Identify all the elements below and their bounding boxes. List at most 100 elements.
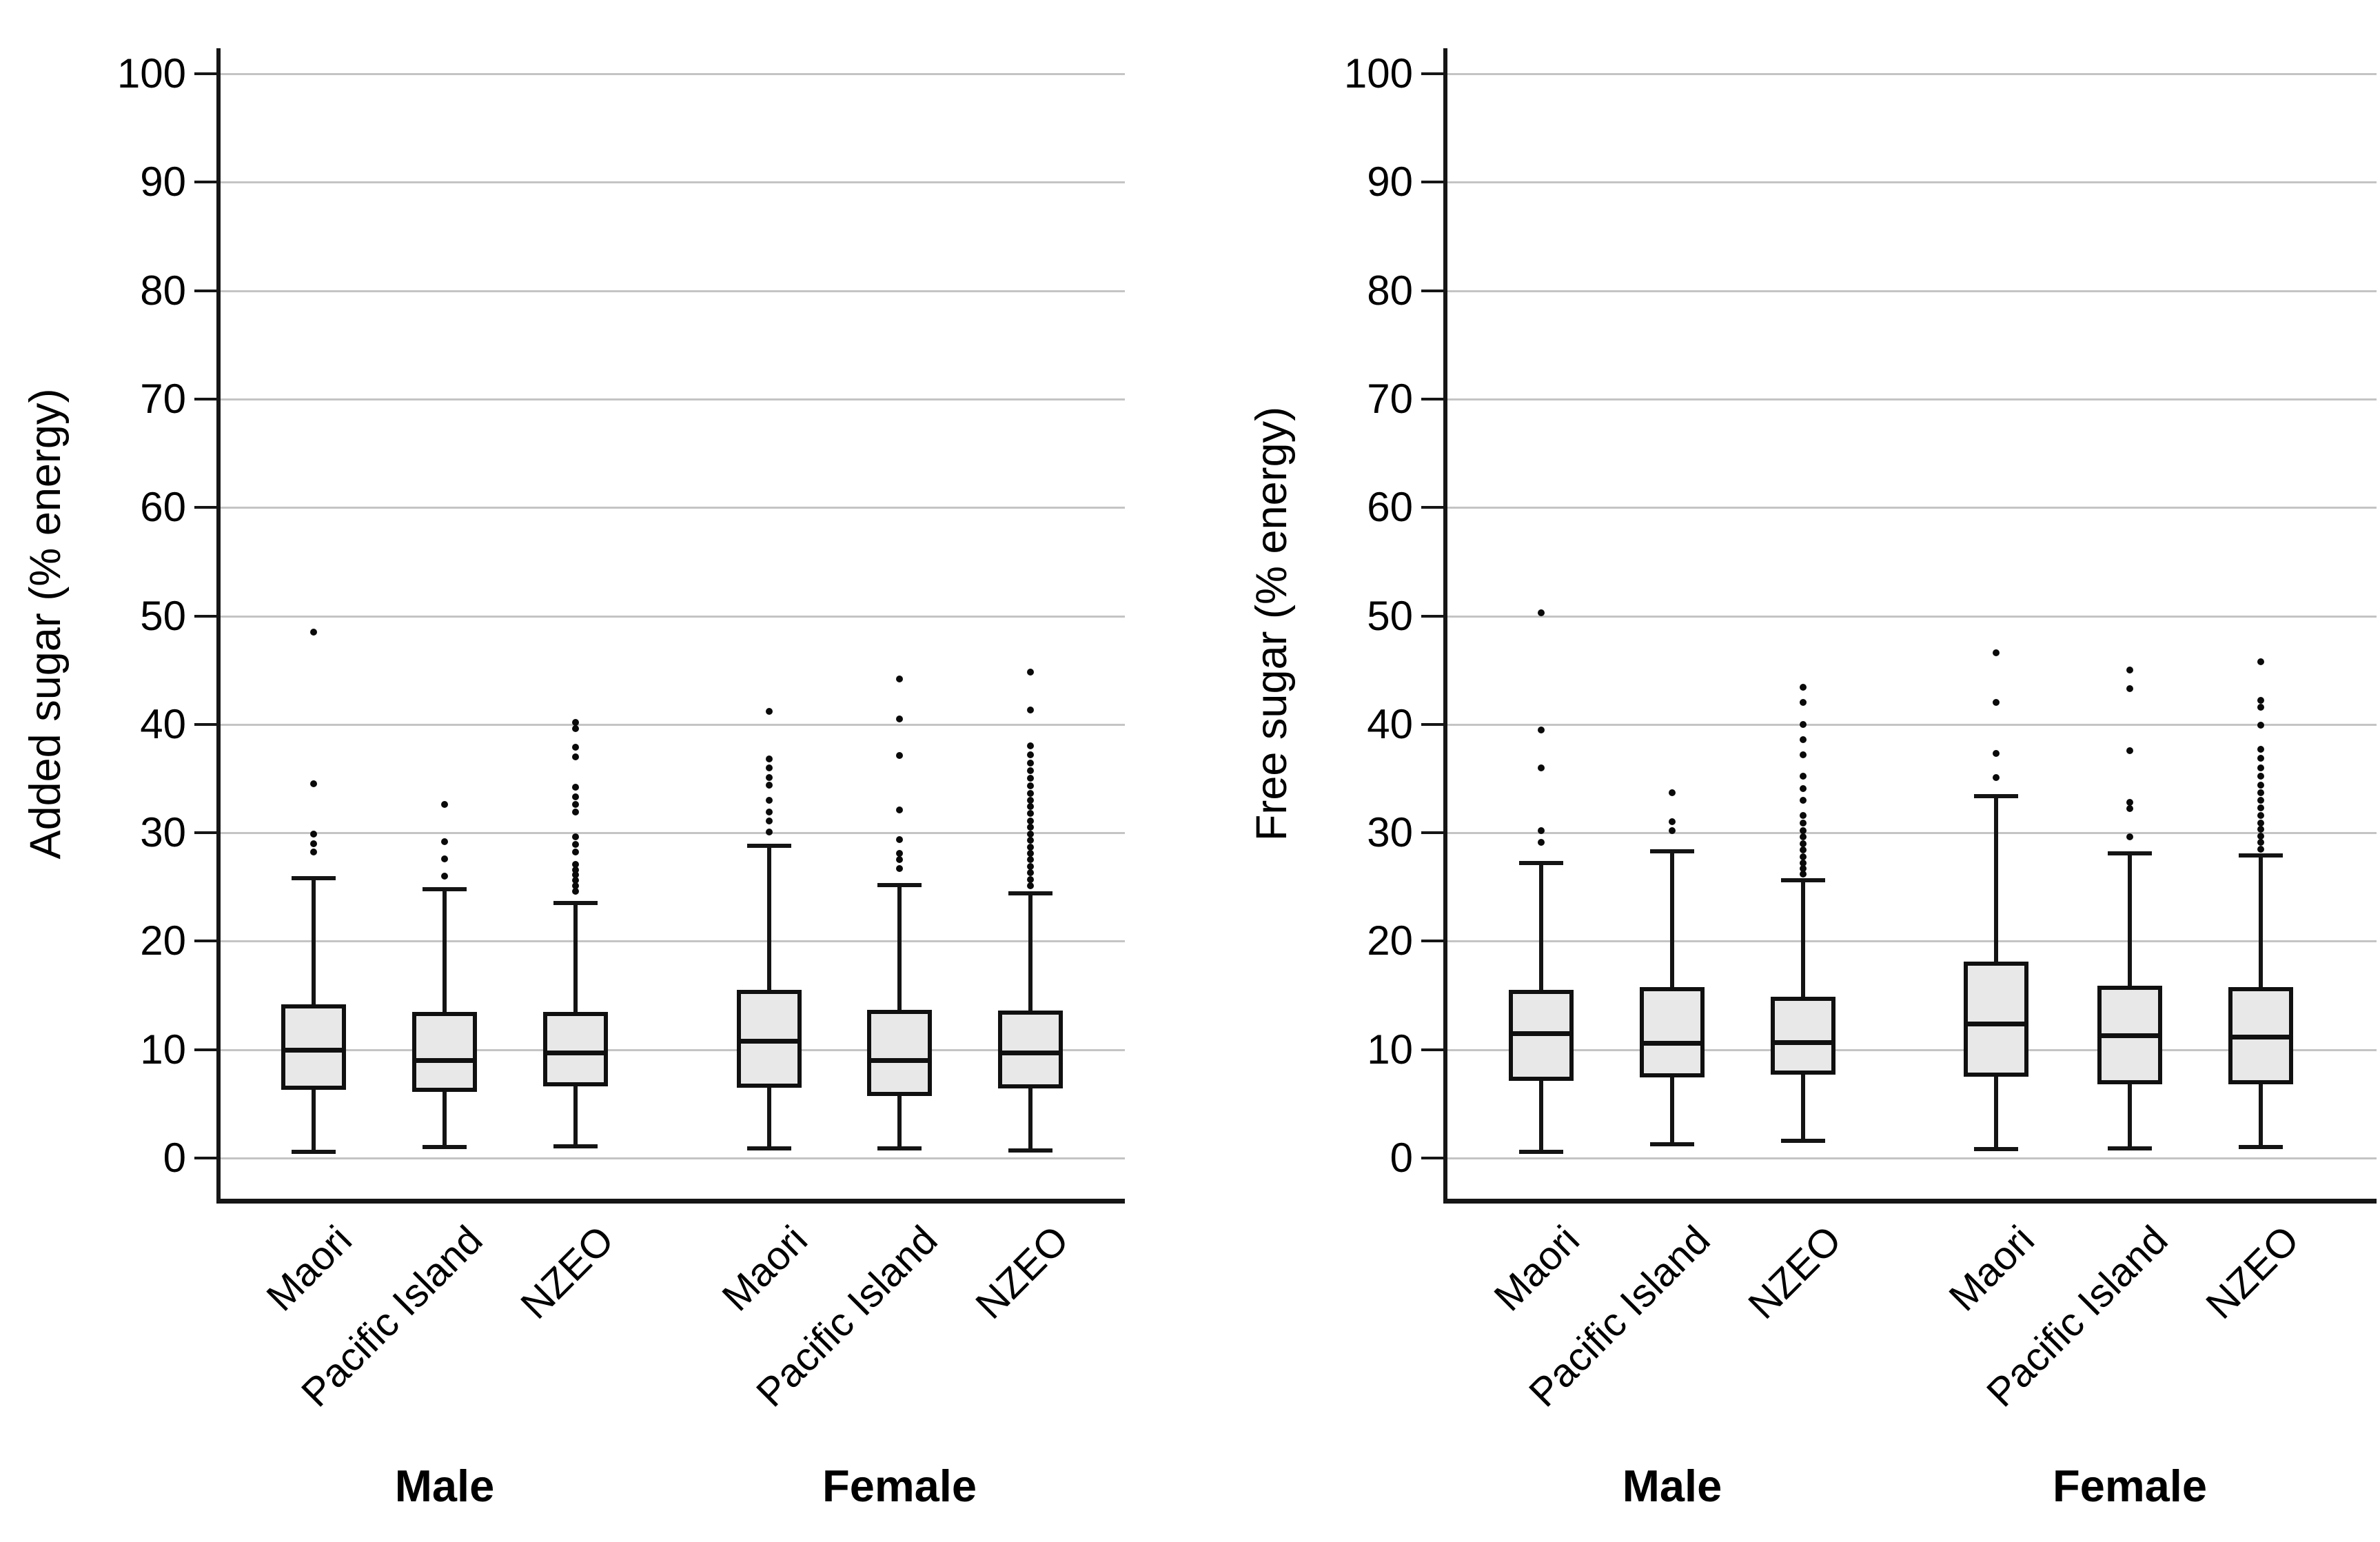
whisker-lower [312, 1089, 316, 1152]
whisker-cap-upper [747, 843, 791, 848]
outlier-dot [2257, 697, 2264, 704]
outlier-dot [1800, 684, 1807, 691]
y-gridline-40 [221, 723, 1125, 726]
y-tick-label-100: 100 [1343, 50, 1413, 97]
whisker-cap-upper [292, 876, 336, 881]
outlier-dot [1027, 742, 1034, 750]
outlier-dot [1538, 839, 1545, 846]
outlier-dot [1027, 830, 1034, 838]
x-category-label: NZEO [1739, 1217, 1850, 1328]
outlier-dot [1027, 882, 1034, 890]
median-line [2228, 1034, 2293, 1039]
y-tick-70 [1421, 397, 1443, 400]
outlier-dot [1027, 707, 1034, 714]
y-tick-label-80: 80 [140, 267, 186, 314]
whisker-cap-upper [1519, 861, 1563, 866]
y-axis-line [1443, 48, 1447, 1204]
outlier-dot [2126, 684, 2133, 692]
outlier-dot [441, 801, 448, 809]
y-tick-label-10: 10 [140, 1026, 186, 1073]
y-tick-label-60: 60 [1367, 484, 1413, 531]
outlier-dot [310, 780, 317, 788]
outlier-dot [1669, 818, 1676, 826]
outlier-dot [1993, 699, 2000, 707]
y-gridline-30 [1447, 832, 2377, 835]
outlier-dot [1027, 775, 1034, 782]
median-line [1640, 1041, 1705, 1046]
outlier-dot [1027, 767, 1034, 775]
outlier-dot [572, 809, 579, 816]
y-tick-0 [194, 1157, 216, 1159]
y-tick-label-20: 20 [140, 917, 186, 964]
outlier-dot [441, 855, 448, 862]
outlier-dot [1800, 846, 1807, 854]
y-tick-label-50: 50 [1367, 592, 1413, 639]
y-gridline-10 [221, 1048, 1125, 1051]
y-tick-50 [1421, 614, 1443, 618]
median-line [543, 1051, 608, 1056]
y-tick-label-40: 40 [1367, 700, 1413, 747]
outlier-dot [766, 809, 773, 816]
whisker-cap-upper [423, 886, 467, 891]
y-gridline-10 [1447, 1048, 2377, 1051]
outlier-dot [572, 793, 579, 801]
outlier-dot [1800, 870, 1807, 877]
outlier-dot [2257, 745, 2264, 753]
y-gridline-70 [1447, 398, 2377, 400]
outlier-dot [2257, 819, 2264, 826]
outlier-dot [2257, 839, 2264, 846]
y-tick-70 [194, 397, 216, 400]
outlier-dot [441, 873, 448, 880]
outlier-dot [1027, 669, 1034, 676]
outlier-dot [1800, 699, 1807, 707]
iqr-box-male-2 [543, 1011, 608, 1087]
whisker-upper [1670, 851, 1674, 987]
y-gridline-70 [221, 398, 1125, 400]
outlier-dot [2126, 799, 2133, 806]
outlier-dot [1027, 751, 1034, 758]
outlier-dot [1027, 817, 1034, 824]
outlier-dot [310, 840, 317, 847]
outlier-dot [896, 715, 903, 722]
outlier-dot [2257, 781, 2264, 789]
y-gridline-30 [221, 832, 1125, 835]
y-tick-80 [1421, 289, 1443, 292]
outlier-dot [2257, 826, 2264, 833]
whisker-lower [1670, 1077, 1674, 1144]
y-tick-100 [1421, 72, 1443, 75]
outlier-dot [1027, 796, 1034, 804]
median-line [2097, 1033, 2162, 1039]
whisker-cap-lower [2239, 1145, 2283, 1150]
whisker-upper [573, 903, 578, 1012]
outlier-dot [2257, 804, 2264, 811]
outlier-dot [1800, 860, 1807, 867]
y-axis-title-added-sugar: Added sugar (% energy) [21, 388, 70, 860]
whisker-cap-lower [1519, 1149, 1563, 1154]
outlier-dot [310, 849, 317, 856]
whisker-lower [2128, 1084, 2132, 1148]
outlier-dot [1027, 837, 1034, 844]
y-tick-90 [194, 181, 216, 184]
outlier-dot [1800, 796, 1807, 804]
y-gridline-20 [1447, 940, 2377, 943]
iqr-box-female-3 [737, 990, 802, 1088]
y-tick-40 [1421, 722, 1443, 726]
y-axis-line [216, 48, 221, 1204]
whisker-cap-upper [1008, 891, 1052, 896]
outlier-dot [2126, 833, 2133, 841]
y-tick-label-10: 10 [1367, 1026, 1413, 1073]
outlier-dot [441, 838, 448, 845]
median-line [1771, 1039, 1835, 1045]
y-tick-label-70: 70 [140, 375, 186, 422]
outlier-dot [310, 629, 317, 636]
y-tick-label-30: 30 [140, 809, 186, 856]
y-tick-label-70: 70 [1367, 375, 1413, 422]
outlier-dot [572, 784, 579, 791]
y-tick-60 [194, 506, 216, 509]
whisker-lower [1028, 1088, 1033, 1150]
y-gridline-0 [1447, 1157, 2377, 1159]
iqr-box-male-2 [1771, 996, 1835, 1075]
outlier-dot [766, 781, 773, 789]
outlier-dot [1027, 856, 1034, 864]
